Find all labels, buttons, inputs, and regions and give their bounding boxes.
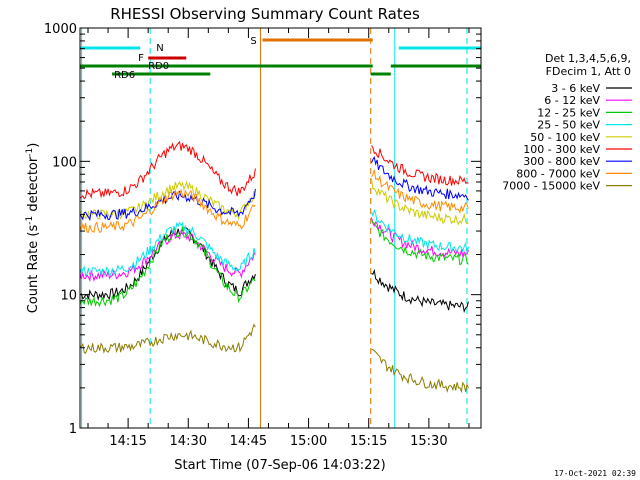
series-line-8 <box>371 169 469 214</box>
legend-entry-label: 50 - 100 keV <box>530 131 600 144</box>
legend-entry-label: 3 - 6 keV <box>551 82 600 95</box>
flag-layer: N F RD0 RD6 S <box>80 36 481 81</box>
legend-entry-label: 25 - 50 keV <box>537 119 600 132</box>
legend-entry-label: 300 - 800 keV <box>523 155 600 168</box>
y-tick-label: 1 <box>69 422 77 437</box>
x-tick-label: 14:45 <box>230 434 267 449</box>
x-tick-label: 15:00 <box>290 434 327 449</box>
legend-entry-label: 7000 - 15000 keV <box>502 180 600 193</box>
plot-area <box>81 28 468 428</box>
series-line-9 <box>79 323 256 354</box>
series-line-9 <box>371 349 469 394</box>
x-tick-label: 15:30 <box>410 434 447 449</box>
legend: Det 1,3,4,5,6,9,FDecim 1, Att 0 3 - 6 keV… <box>502 52 632 193</box>
y-tick-label: 100 <box>52 155 77 170</box>
series-layer <box>79 140 469 394</box>
x-tick-label: 14:30 <box>170 434 207 449</box>
chart-title: RHESSI Observing Summary Count Rates <box>110 5 420 23</box>
series-line-6 <box>371 145 469 186</box>
y-tick-label: 10 <box>60 289 77 304</box>
series-line-4 <box>371 208 469 253</box>
y-axis-label: Count Rate (s-1 detector-1) <box>25 143 41 314</box>
footer-timestamp: 17-Oct-2021 02:39 <box>554 469 636 478</box>
series-line-8 <box>79 188 256 234</box>
flag-label: N <box>156 43 163 54</box>
series-line-3 <box>79 226 256 308</box>
y-tick-label: 1000 <box>44 22 77 37</box>
flag-label: F <box>138 53 144 64</box>
x-tick-label: 14:15 <box>109 434 146 449</box>
axis-layer: 1 10 100 1000 14:15 14:30 14:45 15:00 15:15 15:30 <box>44 22 482 449</box>
legend-header: Det 1,3,4,5,6,9, <box>545 52 631 65</box>
series-line-5 <box>371 178 469 226</box>
series-line-3 <box>371 220 469 266</box>
legend-entry-label: 6 - 12 keV <box>544 94 600 107</box>
x-axis-label: Start Time (07-Sep-06 14:03:22) <box>174 458 385 473</box>
plot-frame <box>79 27 482 429</box>
legend-header: FDecim 1, Att 0 <box>546 65 631 78</box>
legend-entry-label: 800 - 7000 keV <box>516 167 600 180</box>
flag-label: RD6 <box>114 70 135 81</box>
flag-label: S <box>250 36 256 47</box>
flag-label: RD0 <box>148 61 169 72</box>
x-tick-label: 15:15 <box>350 434 387 449</box>
legend-entry-label: 100 - 300 keV <box>523 143 600 156</box>
series-line-4 <box>79 221 256 278</box>
series-line-7 <box>371 155 469 201</box>
series-line-1 <box>371 268 469 314</box>
legend-entry-label: 12 - 25 keV <box>537 106 600 119</box>
series-line-6 <box>79 140 256 200</box>
